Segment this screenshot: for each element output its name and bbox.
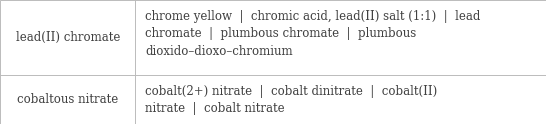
Text: cobalt(2+) nitrate  |  cobalt dinitrate  |  cobalt(II)
nitrate  |  cobalt nitrat: cobalt(2+) nitrate | cobalt dinitrate | … — [145, 85, 437, 115]
Text: lead(II) chromate: lead(II) chromate — [15, 31, 120, 44]
Text: cobaltous nitrate: cobaltous nitrate — [17, 93, 118, 106]
Text: chrome yellow  |  chromic acid, lead(II) salt (1:1)  |  lead
chromate  |  plumbo: chrome yellow | chromic acid, lead(II) s… — [145, 10, 480, 58]
